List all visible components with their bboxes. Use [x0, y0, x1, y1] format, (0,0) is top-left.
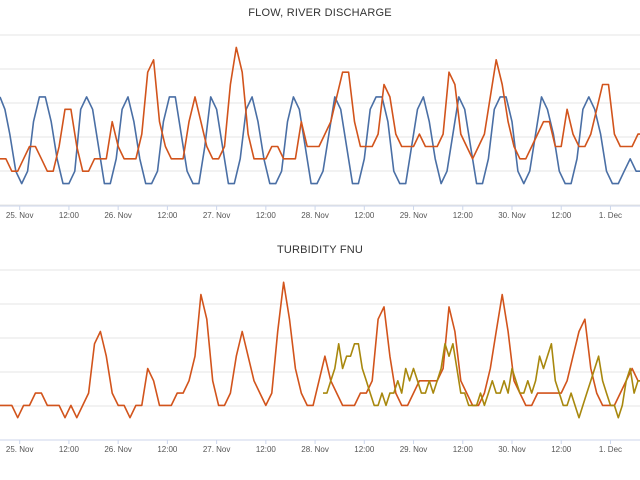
x-tick-label: 26. Nov [104, 211, 132, 220]
chart-title-flow: FLOW, RIVER DISCHARGE [248, 7, 392, 19]
turbidity-chart: TURBIDITY FNU 25. Nov 12:00 26. Nov 12:00 27… [0, 240, 640, 480]
series-line-1 [323, 343, 640, 419]
flow-chart: FLOW, RIVER DISCHARGE 25. Nov 12:00 26. No… [0, 7, 640, 220]
x-tick-label: 30. Nov [498, 211, 526, 220]
x-tick-label: 30. Nov [498, 445, 526, 454]
x-tick-label: 1. Dec [599, 211, 622, 220]
gridlines [0, 34, 640, 206]
x-tick-label: 12:00 [157, 211, 178, 220]
x-tick-label: 28. Nov [301, 211, 329, 220]
x-tick-label: 27. Nov [203, 211, 231, 220]
x-tick-label: 12:00 [59, 211, 80, 220]
x-tick-label: 27. Nov [203, 445, 231, 454]
gridlines [0, 269, 640, 441]
x-tick-label: 12:00 [354, 445, 375, 454]
flow-chart-plot: 25. Nov 12:00 26. Nov 12:00 27. Nov 12:00 28. … [0, 34, 640, 220]
turbidity-chart-plot: 25. Nov 12:00 26. Nov 12:00 27. Nov 12:00 28. … [0, 269, 640, 454]
x-tick-label: 28. Nov [301, 445, 329, 454]
x-tick-label: 12:00 [256, 445, 277, 454]
x-tick-label: 29. Nov [400, 211, 428, 220]
x-tick-label: 25. Nov [6, 445, 34, 454]
x-tick-label: 12:00 [59, 445, 80, 454]
x-tick-label: 12:00 [354, 211, 375, 220]
x-tick-label: 12:00 [453, 211, 474, 220]
series-line-1 [0, 46, 640, 172]
x-tick-label: 12:00 [551, 445, 572, 454]
series-line-0 [0, 281, 640, 419]
x-tick-label: 12:00 [157, 445, 178, 454]
x-tick-label: 25. Nov [6, 211, 34, 220]
chart-title-turbidity: TURBIDITY FNU [276, 244, 364, 256]
x-tick-label: 29. Nov [400, 445, 428, 454]
x-tick-label: 1. Dec [599, 445, 622, 454]
x-tick-label: 12:00 [551, 211, 572, 220]
x-tick-label: 26. Nov [104, 445, 132, 454]
x-tick-label: 12:00 [256, 211, 277, 220]
x-tick-label: 12:00 [453, 445, 474, 454]
